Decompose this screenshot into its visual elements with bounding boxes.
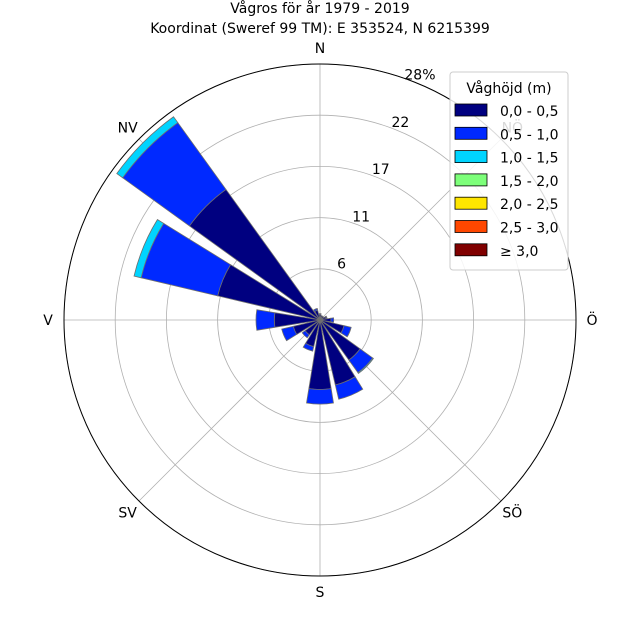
bar-segment (281, 325, 298, 342)
bar-segment (301, 330, 310, 339)
legend-label: 0,5 - 1,0 (500, 127, 558, 143)
legend-swatch (454, 126, 488, 140)
legend-label: 0,0 - 0,5 (500, 104, 558, 120)
radial-tick-label: 22 (391, 115, 409, 131)
bar-segment (330, 317, 335, 323)
bar-segment (133, 218, 165, 279)
legend-swatch (454, 150, 488, 164)
direction-label: SV (118, 505, 137, 521)
direction-label: V (43, 313, 53, 329)
bar-segment (302, 342, 315, 352)
legend: Våghöjd (m) 0,0 - 0,5 0,5 - 1,0 1,0 - 1,5 1… (449, 71, 569, 271)
chart-subtitle: Koordinat (Sweref 99 TM): E 353524, N 62… (150, 21, 490, 37)
direction-label: Ö (586, 311, 597, 329)
legend-label: 2,5 - 3,0 (500, 221, 558, 237)
polar-frame (63, 63, 577, 577)
bar-segment (313, 307, 319, 312)
bar-segment (306, 388, 334, 405)
direction-label: SÖ (502, 503, 522, 521)
legend-swatch (454, 220, 488, 233)
bar-segment (318, 313, 322, 316)
radial-tick-label: 28% (404, 67, 435, 83)
legend-title: Våghöjd (m) (466, 80, 551, 97)
bar-segment (340, 325, 352, 338)
radial-tick-label: 11 (352, 209, 370, 225)
bar-segment (334, 376, 364, 400)
bar-segment (255, 309, 276, 331)
bar-segment (357, 357, 374, 374)
legend-frame (449, 71, 569, 271)
legend-swatch (454, 103, 488, 117)
legend-label: 2,0 - 2,5 (500, 197, 558, 213)
legend-swatch (454, 173, 488, 187)
radial-tick-label: 6 (337, 257, 346, 273)
chart-title: Vågros för år 1979 - 2019 (230, 0, 409, 17)
grid-spoke (138, 319, 321, 502)
radial-tick-labels: 6 11 17 22 28% (337, 67, 435, 272)
legend-label: 1,5 - 2,0 (500, 174, 558, 190)
legend-label: ≥ 3,0 (500, 244, 538, 260)
direction-label: S (316, 585, 325, 601)
legend-label: 1,0 - 1,5 (500, 151, 558, 167)
legend-swatch (454, 196, 488, 210)
legend-swatch (454, 243, 488, 257)
bars (116, 116, 374, 405)
bar-segment (116, 116, 179, 179)
radial-tick-label: 17 (372, 162, 390, 178)
direction-label: NV (118, 121, 138, 137)
direction-label: N (315, 41, 325, 57)
bar-segment (324, 315, 328, 320)
